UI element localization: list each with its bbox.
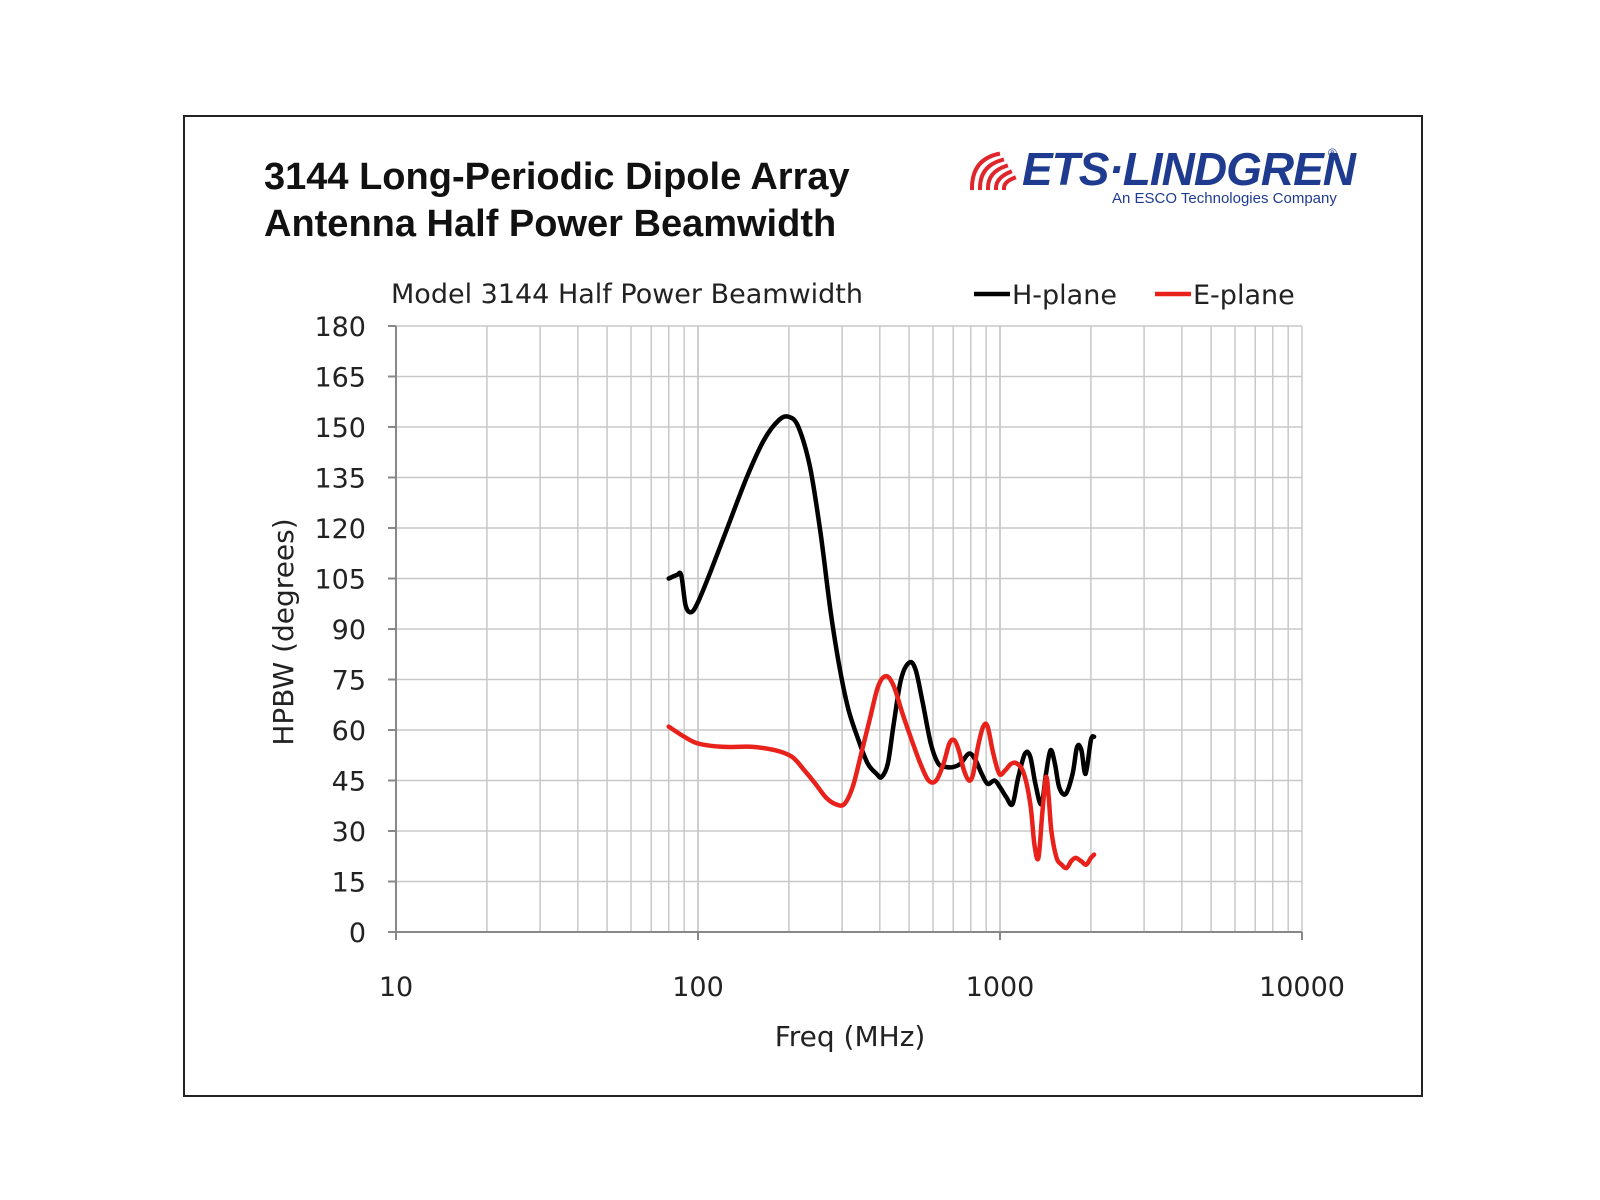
legend-label-h-plane: H-plane [1012,280,1117,311]
y-tick-label: 15 [332,868,366,899]
y-axis-label: HPBW (degrees) [267,518,300,745]
chart-tick-labels: 0 15 30 45 60 75 90 105 120 135 150 165 180 10 100 1000… [314,312,1345,1003]
ets-lindgren-logo: ETS·LINDGREN ® An ESCO Technologies Comp… [968,146,1356,210]
document-title-line-1: 3144 Long-Periodic Dipole Array [264,156,850,198]
x-axis-label: Freq (MHz) [775,1020,926,1053]
legend-label-e-plane: E-plane [1193,280,1295,311]
logo-tagline: An ESCO Technologies Company [1112,190,1337,207]
y-tick-label: 165 [314,363,366,394]
logo-wave-mark-icon [969,151,1017,190]
y-tick-label: 75 [332,666,366,697]
chart-axes [388,325,1303,940]
x-tick-label: 1000 [966,972,1035,1003]
chart-title: Model 3144 Half Power Beamwidth [391,279,863,310]
x-tick-label: 10000 [1259,972,1345,1003]
x-tick-label: 100 [672,972,724,1003]
y-tick-label: 105 [314,565,366,596]
logo-wordmark: ETS·LINDGREN [1022,143,1356,195]
document-title-line-2: Antenna Half Power Beamwidth [264,203,837,245]
x-tick-label: 10 [379,972,413,1003]
y-tick-label: 45 [332,767,366,798]
y-tick-label: 30 [332,817,366,848]
series-line-e-plane [666,673,1097,871]
y-tick-label: 90 [332,615,366,646]
y-tick-label: 0 [349,918,366,949]
chart-legend: H-plane E-plane [974,280,1295,311]
chart-frame [183,115,1423,1097]
chart-series [666,414,1097,871]
chart-grid [395,325,1303,933]
logo-registered-mark: ® [1328,146,1337,160]
y-tick-label: 135 [314,464,366,495]
y-tick-label: 120 [314,514,366,545]
series-line-h-plane [666,414,1097,808]
y-tick-label: 150 [314,413,366,444]
y-tick-label: 180 [314,312,366,343]
y-tick-label: 60 [332,716,366,747]
